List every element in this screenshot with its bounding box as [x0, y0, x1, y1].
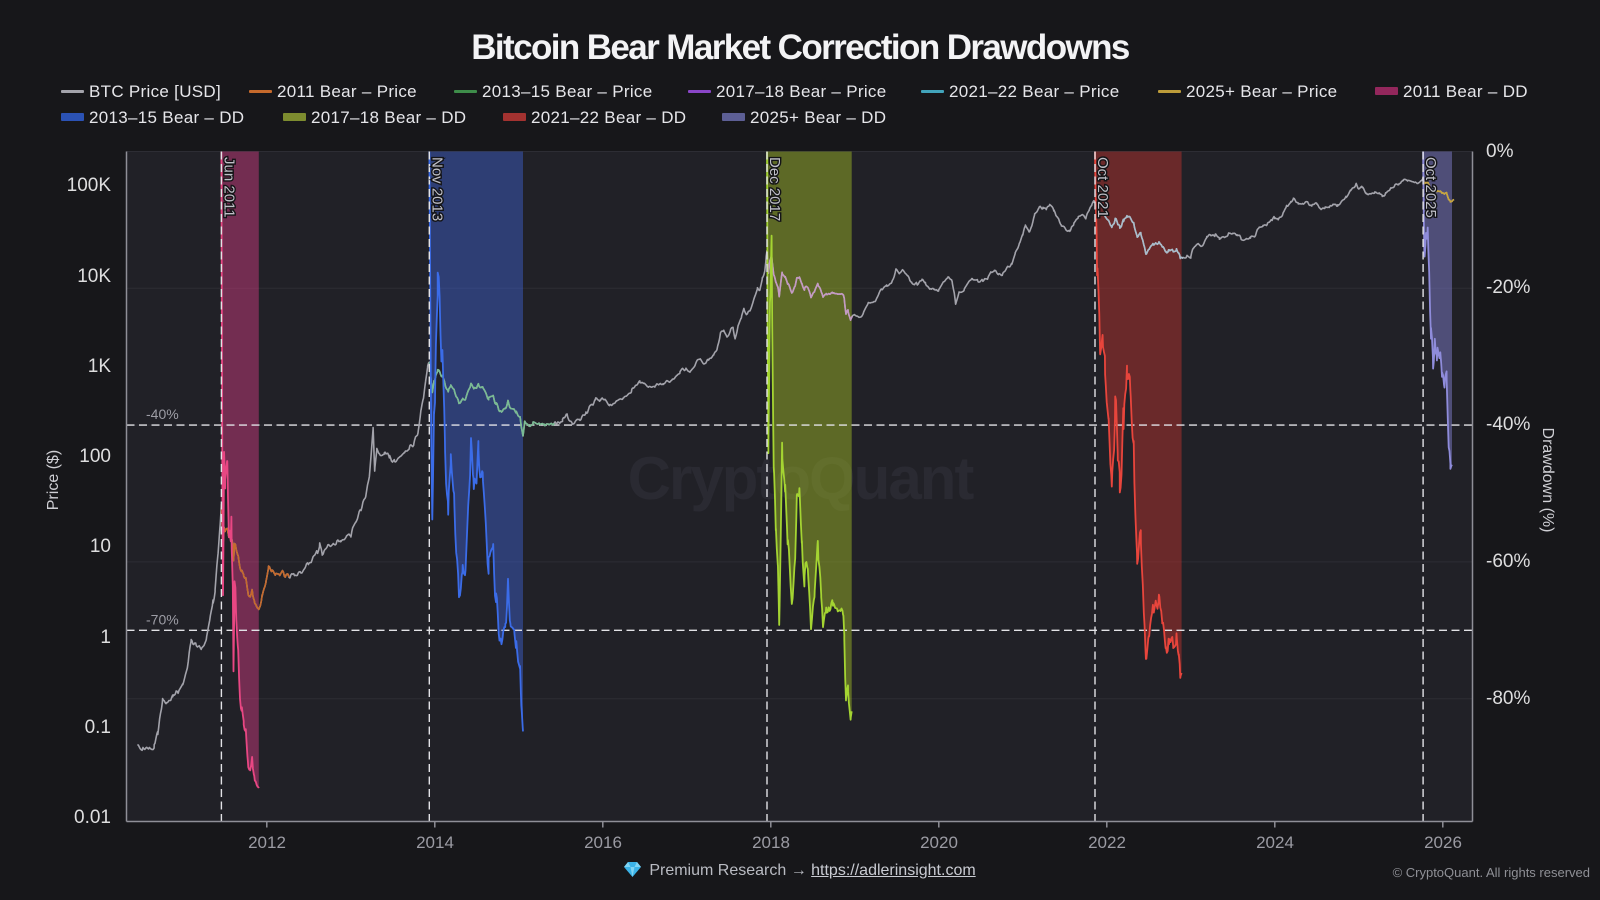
- svg-text:Oct 2021: Oct 2021: [1094, 157, 1111, 218]
- svg-text:-70%: -70%: [146, 611, 179, 627]
- svg-text:Oct 2025: Oct 2025: [1422, 157, 1439, 218]
- svg-text:Dec 2017: Dec 2017: [766, 157, 783, 221]
- svg-text:Jun 2011: Jun 2011: [220, 157, 237, 218]
- svg-text:-40%: -40%: [146, 406, 179, 422]
- svg-text:Nov 2013: Nov 2013: [428, 157, 445, 221]
